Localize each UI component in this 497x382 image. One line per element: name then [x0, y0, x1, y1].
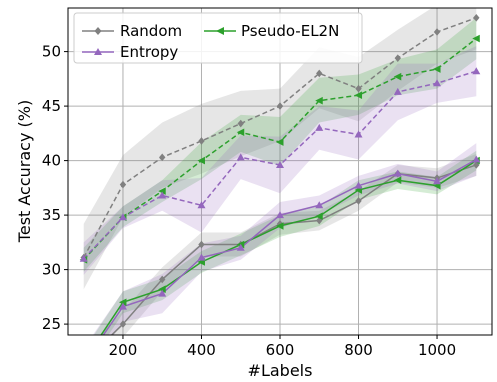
point-pseudo-el2n-lower — [80, 357, 88, 365]
y-tick-label: 25 — [42, 315, 61, 333]
legend: Random Pseudo-EL2N Entropy — [73, 12, 363, 64]
point-entropy-upper — [354, 130, 363, 138]
point-pseudo-el2n-lower — [276, 222, 284, 230]
point-random-upper — [119, 180, 127, 189]
point-random-upper — [394, 54, 401, 62]
x-axis-title: #Labels — [248, 361, 313, 380]
legend-item-entropy: Entropy — [82, 43, 178, 61]
point-random-lower — [119, 320, 127, 328]
point-entropy-lower — [158, 289, 167, 297]
y-tick-label: 45 — [42, 97, 61, 115]
point-random-lower — [473, 161, 480, 169]
triangle-up-marker-icon — [94, 48, 102, 55]
point-entropy-upper — [276, 160, 284, 168]
point-entropy-upper — [79, 254, 88, 262]
point-entropy-lower — [472, 155, 481, 163]
point-entropy-upper — [158, 191, 167, 199]
point-pseudo-el2n-upper — [393, 72, 402, 81]
point-entropy-upper — [236, 153, 245, 161]
point-random-upper — [433, 28, 441, 36]
point-pseudo-el2n-upper — [158, 187, 166, 195]
x-axis-ticks: 200 400 600 800 1000 — [109, 335, 456, 359]
y-tick-label: 30 — [42, 261, 61, 279]
x-tick-label: 800 — [344, 341, 373, 359]
point-random-upper — [355, 84, 362, 93]
point-random-upper — [316, 69, 323, 78]
legend-label-entropy: Entropy — [120, 43, 178, 61]
point-entropy-lower — [315, 201, 324, 209]
point-pseudo-el2n-lower — [315, 212, 323, 220]
point-random-lower — [355, 197, 362, 205]
point-entropy-lower — [80, 359, 88, 366]
legend-item-pseudo-el2n: Pseudo-EL2N — [204, 22, 339, 40]
point-entropy-lower — [276, 211, 284, 219]
point-random-upper — [159, 153, 166, 162]
point-entropy-lower — [393, 169, 402, 177]
point-random-upper — [198, 137, 205, 145]
point-entropy-lower — [433, 177, 442, 185]
point-random-lower — [316, 216, 323, 225]
legend-box — [73, 12, 363, 64]
point-entropy-lower — [236, 243, 245, 251]
point-pseudo-el2n-upper — [236, 128, 245, 137]
point-random-lower — [159, 275, 166, 284]
point-entropy-upper — [118, 213, 127, 221]
point-entropy-upper — [197, 201, 206, 209]
legend-label-pseudo-el2n: Pseudo-EL2N — [241, 22, 339, 40]
x-tick-label: 400 — [187, 341, 216, 359]
point-pseudo-el2n-upper — [472, 34, 480, 43]
y-axis-ticks: 25 30 35 40 45 50 — [42, 43, 68, 333]
y-tick-label: 35 — [42, 206, 61, 224]
diamond-marker-icon — [94, 27, 102, 35]
x-tick-label: 1000 — [418, 341, 456, 359]
triangle-left-marker-icon — [216, 27, 224, 35]
band-random-lower — [99, 154, 477, 335]
point-pseudo-el2n-lower — [158, 285, 166, 294]
band-random-upper — [83, 8, 477, 290]
point-entropy-lower — [197, 253, 206, 261]
y-tick-label: 40 — [42, 152, 61, 170]
series-markers — [79, 14, 481, 366]
band-pseudo-el2n-upper — [83, 17, 477, 272]
point-pseudo-el2n-upper — [276, 138, 284, 146]
band-entropy-upper — [83, 46, 477, 276]
point-entropy-upper — [315, 123, 324, 131]
y-tick-label: 50 — [42, 43, 61, 61]
point-pseudo-el2n-upper — [354, 91, 363, 99]
plot-area — [79, 8, 481, 366]
point-pseudo-el2n-upper — [315, 96, 323, 105]
point-entropy-upper — [472, 67, 481, 75]
point-random-upper — [237, 119, 244, 128]
point-random-upper — [276, 102, 284, 110]
point-random-lower — [81, 358, 87, 366]
point-entropy-lower — [118, 302, 127, 310]
legend-item-random: Random — [82, 22, 182, 40]
point-pseudo-el2n-upper — [433, 65, 441, 73]
point-pseudo-el2n-lower — [118, 298, 127, 307]
x-tick-label: 600 — [266, 341, 295, 359]
point-random-lower — [198, 240, 205, 249]
x-tick-label: 200 — [109, 341, 138, 359]
point-entropy-lower — [354, 181, 363, 189]
point-pseudo-el2n-lower — [393, 176, 402, 185]
point-pseudo-el2n-upper — [197, 156, 205, 165]
legend-label-random: Random — [120, 22, 182, 40]
point-entropy-upper — [393, 87, 402, 95]
y-axis-title: Test Accuracy (%) — [15, 100, 34, 243]
point-random-upper — [473, 14, 480, 22]
point-entropy-upper — [433, 79, 442, 87]
